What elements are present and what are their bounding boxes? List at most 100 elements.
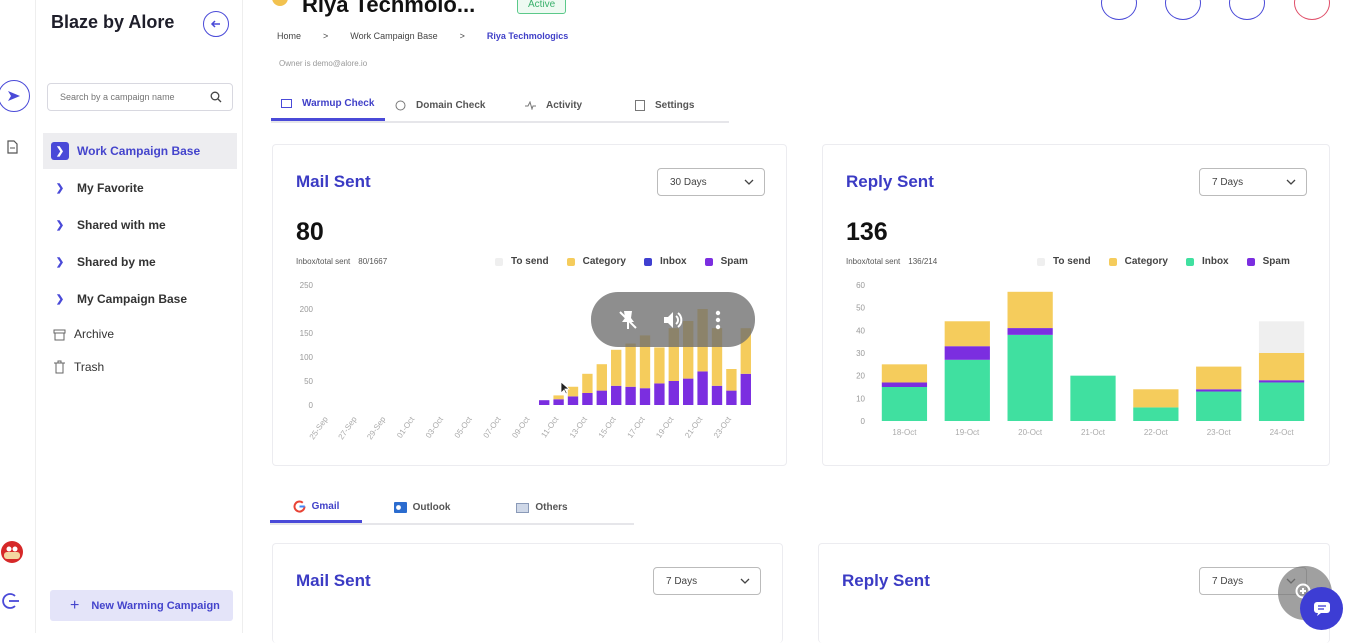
x-tick-label: 18-Oct [892,428,917,437]
reply-sent-card: Reply Sent 7 Days 136 Inbox/total sent 13… [822,144,1330,466]
logout-icon[interactable] [0,586,26,616]
settings-icon [635,99,645,111]
refresh-button[interactable] [1165,0,1201,20]
sidebar-item-trash[interactable]: Trash [43,349,237,385]
legend-swatch [643,257,652,266]
avatar[interactable] [0,536,27,566]
sidebar-item-archive[interactable]: Archive [43,316,237,352]
new-warming-campaign-button[interactable]: + New Warming Campaign [50,590,233,621]
bar-segment-spam [711,385,723,405]
x-tick-label: 09-Oct [510,414,532,439]
legend-item[interactable]: Spam [1246,256,1290,267]
y-tick-label: 20 [856,372,865,381]
y-tick-label: 0 [861,417,866,426]
bar-segment-category [582,373,593,393]
icon-rail [0,0,36,633]
legend-item[interactable]: To send [495,256,549,267]
chat-icon [1313,601,1330,616]
delete-button[interactable] [1294,0,1330,20]
tab-outlook[interactable]: Outlook [362,492,482,523]
document-icon[interactable] [0,132,27,162]
bar-segment-category [1133,389,1179,408]
sidebar-item-my-campaign-base[interactable]: ❯ My Campaign Base [43,281,237,317]
bar-segment-category [1007,291,1053,329]
tab-domain-check[interactable]: Domain Check [385,89,515,121]
globe-icon [395,100,406,111]
chevron-right-icon: ❯ [55,293,65,305]
tab-activity[interactable]: Activity [515,89,625,121]
card-title: Reply Sent [846,172,934,191]
legend-item[interactable]: Category [1108,256,1168,267]
period-select[interactable]: 30 Days [657,168,765,196]
add-user-button[interactable] [1229,0,1265,20]
x-tick-label: 19-Oct [654,414,676,439]
brand-title: Blaze by Alore [51,12,175,32]
y-tick-label: 250 [300,281,314,290]
sidebar: Blaze by Alore ❯ Work Campaign Base ❯ My… [37,0,243,633]
tab-label: Activity [546,99,583,111]
breadcrumb: Home > Work Campaign Base > Riya Techmol… [277,31,568,41]
sidebar-item-label: Work Campaign Base [77,144,201,158]
provider-tabs: Gmail Outlook Others [270,492,634,525]
period-select[interactable]: 7 Days [653,567,761,595]
tab-label: Settings [655,99,695,111]
main-tabs: Warmup Check Domain Check Activity Setti… [271,89,729,123]
legend-item[interactable]: Inbox [643,256,687,267]
volume-icon[interactable] [661,308,685,332]
sidebar-item-shared-by-me[interactable]: ❯ Shared by me [43,244,237,280]
search-icon[interactable] [210,91,222,103]
tab-gmail[interactable]: Gmail [270,492,362,523]
x-tick-label: 21-Oct [683,414,705,439]
breadcrumb-home[interactable]: Home [277,31,302,41]
tab-settings[interactable]: Settings [625,89,729,121]
gmail-mail-sent-card: Mail Sent 7 Days [272,543,783,643]
bar-segment-category [683,321,694,379]
legend-item[interactable]: Category [566,256,626,267]
campaign-search [47,83,233,111]
legend-item[interactable]: To send [1037,256,1091,267]
sidebar-item-label: My Favorite [77,181,144,195]
bar-segment-inbox [944,359,990,421]
legend-item[interactable]: Spam [704,256,748,267]
chevron-down-icon [744,179,754,185]
status-badge: Active [517,0,567,14]
x-tick-label: 13-Oct [568,414,590,439]
warmup-nav-icon[interactable] [0,80,30,112]
more-vertical-icon[interactable] [706,308,730,332]
card-title: Mail Sent [296,172,371,191]
y-tick-label: 60 [856,281,865,290]
inbox-ratio: Inbox/total sent 136/214 [846,257,937,266]
tab-warmup-check[interactable]: Warmup Check [271,89,385,121]
chevron-down-icon [1286,179,1296,185]
collapse-sidebar-button[interactable] [203,11,229,37]
sidebar-item-work-campaign-base[interactable]: ❯ Work Campaign Base [43,133,237,169]
sidebar-item-shared-with-me[interactable]: ❯ Shared with me [43,207,237,243]
legend-swatch [566,257,575,266]
bar-segment-inbox [1258,382,1305,421]
mail-sent-value: 80 [296,218,324,246]
sidebar-item-my-favorite[interactable]: ❯ My Favorite [43,170,237,206]
y-tick-label: 50 [304,377,313,386]
breadcrumb-work-campaign-base[interactable]: Work Campaign Base [350,31,438,41]
legend-swatch [1246,257,1255,266]
chevron-right-icon: ❯ [55,182,65,194]
bar-segment-category [611,349,622,386]
pause-button[interactable] [1101,0,1137,20]
period-select[interactable]: 7 Days [1199,168,1307,196]
tab-others[interactable]: Others [482,492,602,523]
tab-label: Warmup Check [302,98,375,109]
legend-swatch [495,257,503,266]
legend-label: To send [511,256,549,267]
campaign-search-input[interactable] [60,84,210,110]
legend-swatch [1108,257,1117,266]
bar-segment-category [726,369,737,391]
card-title: Reply Sent [842,571,930,590]
mouse-cursor [560,381,570,395]
period-value: 7 Days [666,575,698,587]
legend-label: Category [1124,256,1168,267]
y-tick-label: 200 [300,305,314,314]
period-value: 7 Days [1212,575,1244,587]
unpin-icon[interactable] [616,308,640,332]
legend-item[interactable]: Inbox [1185,256,1229,267]
chat-button[interactable] [1300,587,1343,630]
